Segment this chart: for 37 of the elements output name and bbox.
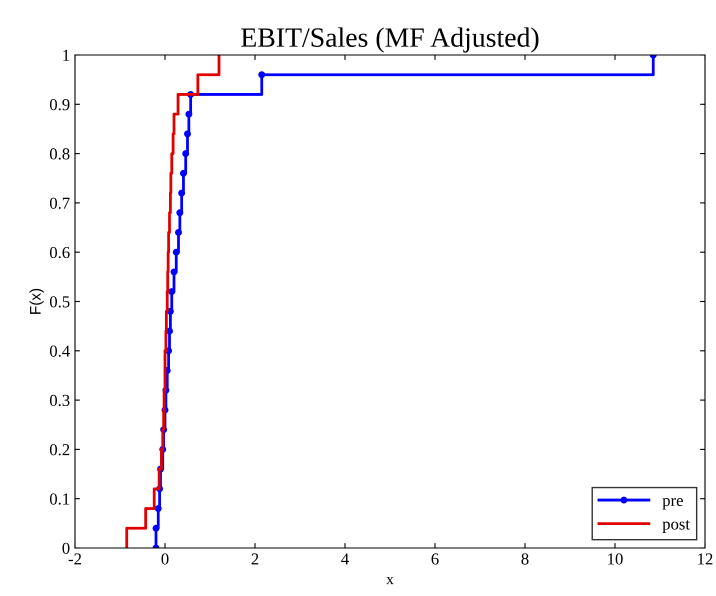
y-axis-title: F(x) [30, 288, 44, 314]
x-tick-label: 0 [161, 553, 169, 565]
chart-title: EBIT/Sales (MF Adjusted) [241, 27, 538, 53]
point [182, 150, 190, 158]
x-tick-label: 12 [698, 553, 712, 564]
point [152, 524, 160, 532]
point [180, 170, 187, 177]
point [154, 505, 162, 512]
y-tick-label: 0.9 [50, 99, 70, 110]
x-tick-label: 6 [432, 553, 439, 565]
x-tick-label: 2 [252, 553, 258, 564]
legend-label: pre [662, 498, 683, 510]
y-tick-label: 0.2 [50, 444, 70, 456]
point [258, 71, 266, 78]
x-tick-label: -2 [68, 553, 82, 564]
point [168, 288, 176, 296]
y-tick-label: 0.4 [50, 346, 70, 357]
point [172, 248, 180, 256]
y-tick-label: 0.5 [50, 296, 70, 308]
point [185, 110, 192, 118]
point [170, 268, 178, 276]
y-tick-label: 0 [62, 542, 70, 554]
y-tick-label: 0.6 [50, 246, 70, 258]
y-tick-label: 1 [63, 50, 70, 61]
point [184, 130, 191, 138]
y-tick-label: 0.7 [50, 198, 70, 209]
point [175, 229, 182, 236]
legend-label: post [662, 520, 690, 533]
x-axis-title: x [386, 577, 394, 584]
point [176, 209, 184, 216]
y-tick-label: 0.3 [50, 394, 70, 406]
y-tick-label: 0.1 [50, 493, 70, 505]
point [178, 190, 186, 197]
x-tick-label: 10 [608, 553, 623, 565]
x-tick-label: 4 [341, 553, 349, 564]
x-tick-label: 8 [521, 553, 529, 565]
y-tick-label: 0.8 [50, 148, 70, 160]
